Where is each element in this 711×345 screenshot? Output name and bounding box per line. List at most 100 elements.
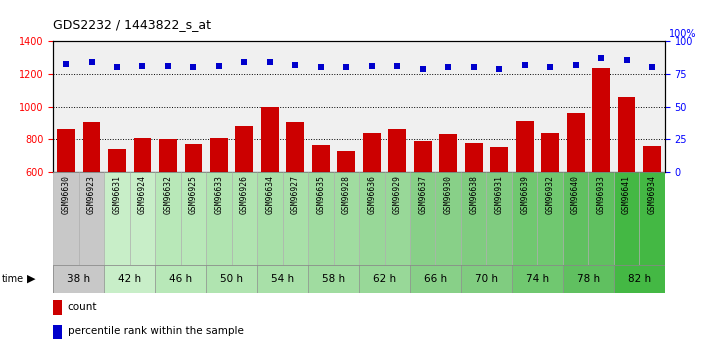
Text: GSM96934: GSM96934	[648, 175, 656, 214]
Text: GSM96923: GSM96923	[87, 175, 96, 214]
Text: GSM96638: GSM96638	[469, 175, 479, 214]
Text: GSM96928: GSM96928	[342, 175, 351, 214]
Text: 66 h: 66 h	[424, 274, 447, 284]
Bar	[410, 172, 435, 265]
Bar	[512, 265, 563, 293]
Bar	[461, 265, 512, 293]
Bar	[486, 172, 512, 265]
Text: GSM96933: GSM96933	[597, 175, 606, 214]
Bar	[105, 172, 129, 265]
Text: GSM96929: GSM96929	[392, 175, 402, 214]
Bar	[338, 151, 356, 270]
Text: 46 h: 46 h	[169, 274, 192, 284]
Text: count: count	[68, 302, 97, 312]
Bar	[210, 138, 228, 270]
Text: GSM96931: GSM96931	[495, 175, 503, 214]
Text: GSM96641: GSM96641	[622, 175, 631, 214]
Text: GSM96635: GSM96635	[316, 175, 326, 214]
Bar	[461, 172, 486, 265]
Point	[112, 65, 123, 70]
Point	[60, 61, 72, 66]
Point	[646, 65, 658, 70]
Bar	[235, 126, 253, 270]
Bar	[57, 129, 75, 270]
Bar	[155, 172, 181, 265]
Text: GSM96637: GSM96637	[418, 175, 427, 214]
Bar	[491, 147, 508, 270]
Point	[417, 66, 429, 71]
Text: time: time	[1, 274, 23, 284]
Bar	[79, 172, 105, 265]
Point	[468, 65, 479, 70]
Bar	[283, 172, 308, 265]
Text: GSM96640: GSM96640	[571, 175, 580, 214]
Bar	[129, 172, 155, 265]
Text: GSM96634: GSM96634	[265, 175, 274, 214]
Bar	[388, 129, 406, 270]
Bar	[257, 265, 308, 293]
Bar	[308, 265, 359, 293]
Point	[137, 63, 148, 69]
Text: GSM96924: GSM96924	[138, 175, 147, 214]
Text: GSM96925: GSM96925	[189, 175, 198, 214]
Text: GSM96932: GSM96932	[545, 175, 555, 214]
Bar	[385, 172, 410, 265]
Bar	[363, 133, 380, 270]
Text: GSM96630: GSM96630	[62, 175, 70, 214]
Bar	[257, 172, 283, 265]
Bar	[563, 265, 614, 293]
Point	[545, 65, 556, 70]
Text: GSM96926: GSM96926	[240, 175, 249, 214]
Bar	[618, 97, 636, 270]
Point	[289, 62, 301, 68]
Bar	[155, 265, 206, 293]
Bar	[410, 265, 461, 293]
Point	[86, 59, 97, 65]
Point	[621, 57, 632, 62]
Bar	[185, 144, 203, 270]
Bar	[643, 146, 661, 270]
Point	[366, 63, 378, 69]
Point	[442, 65, 454, 70]
Point	[264, 59, 276, 65]
Bar	[159, 139, 177, 270]
Bar	[108, 149, 126, 270]
Bar	[567, 113, 584, 270]
Point	[213, 63, 225, 69]
Text: 82 h: 82 h	[628, 274, 651, 284]
Text: GSM96927: GSM96927	[291, 175, 300, 214]
Text: 58 h: 58 h	[322, 274, 345, 284]
Text: 70 h: 70 h	[475, 274, 498, 284]
Bar	[333, 172, 359, 265]
Text: GSM96631: GSM96631	[112, 175, 122, 214]
Bar	[359, 265, 410, 293]
Text: GSM96632: GSM96632	[164, 175, 173, 214]
Bar	[563, 172, 589, 265]
Text: 100%: 100%	[669, 29, 697, 39]
Bar	[134, 138, 151, 270]
Text: GDS2232 / 1443822_s_at: GDS2232 / 1443822_s_at	[53, 18, 211, 31]
Bar	[105, 265, 155, 293]
Point	[519, 62, 530, 68]
Text: GSM96639: GSM96639	[520, 175, 529, 214]
Bar	[541, 133, 559, 270]
Bar	[435, 172, 461, 265]
Text: 74 h: 74 h	[526, 274, 549, 284]
Bar	[53, 300, 63, 315]
Bar	[465, 143, 483, 270]
Text: GSM96636: GSM96636	[368, 175, 376, 214]
Point	[188, 65, 199, 70]
Text: 54 h: 54 h	[271, 274, 294, 284]
Bar	[312, 145, 330, 270]
Bar	[414, 141, 432, 270]
Bar	[589, 172, 614, 265]
Bar	[439, 134, 457, 270]
Bar	[53, 325, 63, 339]
Text: 78 h: 78 h	[577, 274, 600, 284]
Point	[570, 62, 582, 68]
Text: 62 h: 62 h	[373, 274, 396, 284]
Bar	[206, 172, 232, 265]
Point	[493, 66, 505, 71]
Text: 50 h: 50 h	[220, 274, 243, 284]
Bar	[206, 265, 257, 293]
